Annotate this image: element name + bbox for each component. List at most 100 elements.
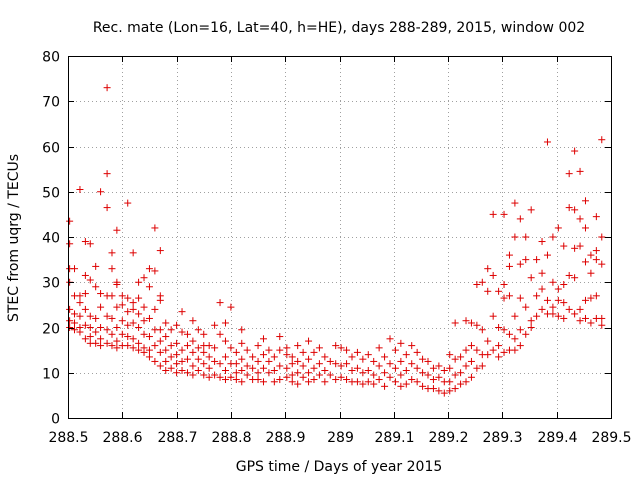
data-point [211, 344, 219, 352]
data-point [178, 346, 186, 354]
data-point [522, 256, 530, 264]
data-point [129, 344, 137, 352]
data-point [189, 317, 197, 325]
data-point [467, 342, 475, 350]
data-point [543, 251, 551, 259]
data-point [216, 299, 224, 307]
x-tick-label: 288.6 [102, 430, 142, 446]
data-point [76, 185, 84, 193]
data-point [86, 276, 94, 284]
data-point [294, 357, 302, 365]
data-point [183, 355, 191, 363]
data-point [571, 310, 579, 318]
data-point [299, 373, 307, 381]
data-point [249, 353, 257, 361]
data-point [538, 238, 546, 246]
data-point [238, 339, 246, 347]
x-tick-label: 289.3 [482, 430, 522, 446]
data-point [565, 204, 573, 212]
data-point [118, 330, 126, 338]
data-point [178, 357, 186, 365]
data-point [97, 188, 105, 196]
data-point [254, 342, 262, 350]
data-point [103, 339, 111, 347]
data-point [276, 333, 284, 341]
data-point [581, 314, 589, 322]
data-point [76, 312, 84, 320]
data-point [397, 357, 405, 365]
data-point [145, 353, 153, 361]
x-tick-label: 289.4 [537, 430, 577, 446]
data-point [381, 382, 389, 390]
data-point [484, 287, 492, 295]
data-point [402, 351, 410, 359]
data-point [533, 256, 541, 264]
data-point [129, 249, 137, 257]
data-point [527, 274, 535, 282]
data-point [391, 364, 399, 372]
data-point [151, 224, 159, 232]
data-point [283, 351, 291, 359]
data-point [560, 299, 568, 307]
data-point [381, 353, 389, 361]
x-tick-label: 289.2 [428, 430, 468, 446]
data-point [227, 373, 235, 381]
data-point [348, 366, 356, 374]
data-point [543, 138, 551, 146]
data-point [118, 292, 126, 300]
data-point [140, 348, 148, 356]
data-point [527, 206, 535, 214]
data-point [451, 385, 459, 393]
data-point [489, 346, 497, 354]
data-point [140, 274, 148, 282]
data-point [86, 240, 94, 248]
data-point [162, 333, 170, 341]
data-point [216, 360, 224, 368]
data-point [370, 380, 378, 388]
data-point [211, 357, 219, 365]
data-point [484, 351, 492, 359]
data-point [113, 344, 121, 352]
data-point [375, 344, 383, 352]
data-point [66, 305, 74, 313]
data-point [205, 373, 213, 381]
data-point [391, 346, 399, 354]
data-point [576, 317, 584, 325]
data-point [511, 312, 519, 320]
data-point [516, 294, 524, 302]
grid-lines [68, 56, 611, 418]
data-point [71, 319, 79, 327]
data-point [370, 371, 378, 379]
data-point [189, 371, 197, 379]
data-point [375, 362, 383, 370]
data-point [265, 369, 273, 377]
data-point [429, 376, 437, 384]
data-point [386, 360, 394, 368]
data-point [283, 364, 291, 372]
data-point [178, 366, 186, 374]
data-point [576, 242, 584, 250]
data-point [66, 217, 74, 225]
data-point [489, 271, 497, 279]
data-point [97, 335, 105, 343]
data-point [129, 319, 137, 327]
data-point [108, 342, 116, 350]
data-point [554, 285, 562, 293]
data-point [560, 281, 568, 289]
data-point [495, 353, 503, 361]
data-point [370, 357, 378, 365]
data-point [92, 314, 100, 322]
data-point [118, 301, 126, 309]
data-point [413, 378, 421, 386]
data-point [473, 346, 481, 354]
data-point [103, 326, 111, 334]
data-point [216, 330, 224, 338]
data-point [97, 324, 105, 331]
data-point [227, 344, 235, 352]
data-point [343, 360, 351, 368]
data-point [451, 371, 459, 379]
data-point [194, 355, 202, 363]
data-point [259, 351, 267, 359]
data-point [538, 269, 546, 277]
data-point [467, 357, 475, 365]
